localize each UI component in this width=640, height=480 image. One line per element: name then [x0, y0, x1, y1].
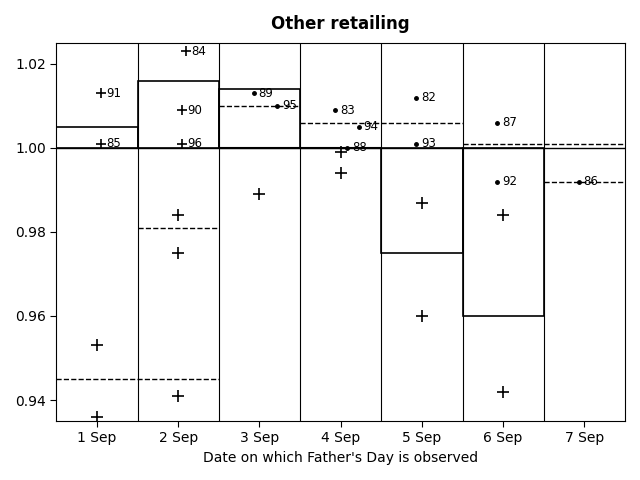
- Text: 90: 90: [187, 104, 202, 117]
- Text: 84: 84: [191, 45, 206, 58]
- Bar: [219, 89, 300, 148]
- Text: 87: 87: [502, 116, 517, 129]
- Text: 94: 94: [364, 120, 378, 133]
- Text: 86: 86: [584, 175, 598, 188]
- Text: 91: 91: [106, 87, 121, 100]
- Text: 93: 93: [421, 137, 436, 150]
- Title: Other retailing: Other retailing: [271, 15, 410, 33]
- Text: 95: 95: [282, 99, 297, 112]
- Text: 96: 96: [187, 137, 202, 150]
- Text: 92: 92: [502, 175, 517, 188]
- Bar: [463, 148, 544, 316]
- Bar: [56, 127, 138, 148]
- Text: 89: 89: [259, 87, 273, 100]
- Bar: [381, 148, 463, 253]
- Text: 82: 82: [421, 91, 436, 104]
- X-axis label: Date on which Father's Day is observed: Date on which Father's Day is observed: [203, 451, 478, 465]
- Text: 85: 85: [106, 137, 120, 150]
- Text: 83: 83: [340, 104, 355, 117]
- Text: 88: 88: [352, 142, 367, 155]
- Bar: [138, 81, 219, 148]
